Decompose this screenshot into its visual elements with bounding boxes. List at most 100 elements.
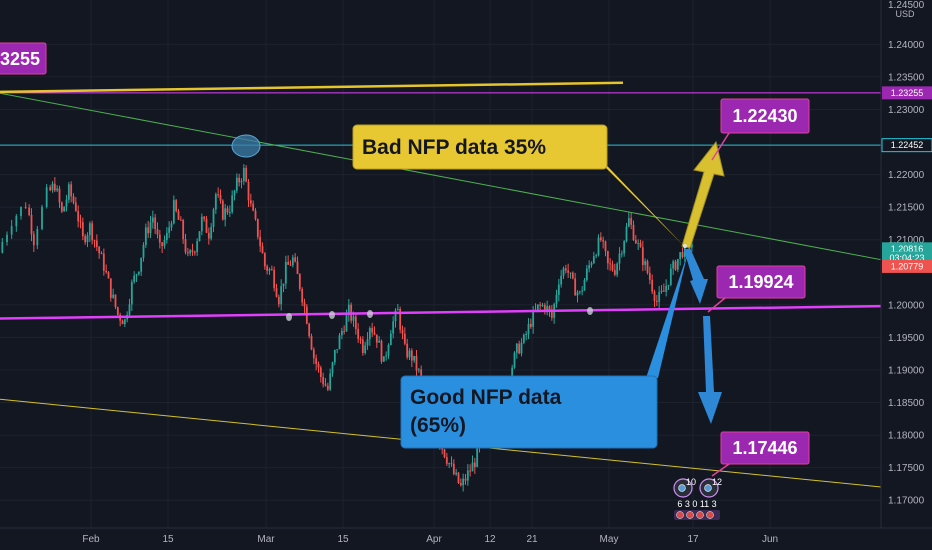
candle-body — [473, 462, 476, 467]
candle-body — [88, 223, 91, 236]
candle-body — [177, 211, 180, 220]
y-tick-label: 1.23500 — [888, 72, 925, 83]
bad-nfp-text: Bad NFP data 35% — [362, 136, 546, 159]
candle-body — [193, 251, 196, 253]
candle-body — [665, 285, 668, 292]
candle-body — [32, 234, 35, 246]
candle-body — [644, 261, 647, 265]
candle-body — [403, 333, 406, 344]
candle-body — [219, 195, 222, 201]
candle-body — [585, 268, 588, 281]
candle-body — [189, 250, 192, 254]
candle-body — [667, 284, 670, 286]
candle-body — [49, 187, 52, 191]
candle-body — [658, 292, 661, 302]
candle-body — [555, 294, 558, 304]
candle-body — [310, 336, 313, 350]
target-pointer — [711, 132, 730, 161]
candle-body — [532, 310, 535, 327]
candle-body — [634, 239, 637, 244]
target-pointer — [711, 463, 730, 477]
candle-body — [672, 261, 675, 269]
candle-body — [105, 270, 108, 273]
candle-body — [450, 463, 453, 465]
candle-body — [406, 343, 409, 358]
candle-body — [53, 183, 56, 191]
candle-body — [597, 237, 600, 256]
candle-body — [30, 214, 33, 235]
price-label-text: 1.22452 — [891, 140, 924, 150]
event-counts: 6 3 0 11 3 — [677, 499, 716, 509]
candle-body — [415, 355, 418, 371]
target-label-text: 1.17446 — [732, 438, 797, 458]
candle-body — [347, 304, 350, 315]
candle-body — [396, 308, 399, 311]
economic-events[interactable]: 10 12 6 3 0 11 3 — [673, 477, 722, 520]
y-tick-label: 1.24500 — [888, 0, 925, 11]
touch-dot — [587, 307, 593, 315]
candle-body — [79, 221, 82, 223]
candle-body — [632, 224, 635, 240]
left-partial-box — [0, 42, 47, 75]
candle-body — [58, 188, 61, 203]
target-box — [720, 431, 810, 465]
candle-body — [252, 203, 255, 211]
price-label-text: 1.20779 — [891, 261, 924, 271]
drawing-shapes — [231, 134, 725, 424]
candle-body — [140, 257, 143, 272]
touch-dot — [367, 310, 373, 318]
candle-body — [413, 355, 416, 361]
candle-body — [326, 385, 329, 390]
candle-body — [599, 237, 602, 241]
candle-body — [613, 270, 616, 275]
candle-body — [543, 304, 546, 311]
target-pointer — [707, 297, 726, 313]
candle-body — [263, 253, 266, 267]
candle-body — [569, 272, 572, 274]
candle-body — [93, 240, 96, 242]
candle-body — [221, 200, 224, 220]
y-tick-label: 1.18500 — [888, 398, 925, 409]
candle-body — [660, 290, 663, 293]
candle-body — [142, 244, 145, 258]
candle-body — [648, 272, 651, 280]
x-tick-label: Apr — [426, 534, 442, 545]
good-nfp-pointer — [646, 252, 688, 378]
candle-body — [651, 279, 654, 292]
candle-body — [277, 296, 280, 305]
candle-body — [116, 307, 119, 315]
candle-body — [163, 240, 166, 247]
price-label-box — [882, 259, 932, 273]
price-axis-ticks: 1.24000 1.23500 1.23000 1.22000 1.21500 1.210… — [888, 0, 925, 507]
candle-body — [639, 242, 642, 248]
candle-body — [198, 231, 201, 242]
candle-body — [324, 384, 327, 386]
candle-body — [298, 274, 301, 289]
price-label-text: 1.23255 — [891, 88, 924, 98]
candle-body — [445, 457, 448, 464]
candle-body — [291, 257, 294, 266]
candle-body — [690, 244, 693, 248]
candle-body — [578, 291, 581, 293]
event-flag-icon — [696, 511, 704, 519]
candle-body — [417, 369, 420, 371]
candle-body — [669, 268, 672, 285]
y-tick-label: 1.19000 — [888, 365, 925, 376]
candle-body — [557, 284, 560, 295]
candle-body — [655, 300, 658, 302]
time-axis[interactable] — [0, 528, 881, 550]
candle-body — [630, 218, 633, 225]
candle-body — [457, 472, 460, 484]
candle-body — [674, 261, 677, 270]
candle-body — [641, 247, 644, 265]
candle-body — [471, 462, 474, 472]
candle-body — [366, 339, 369, 346]
candle-body — [385, 355, 388, 357]
candle-body — [268, 269, 271, 271]
x-tick-label: 15 — [162, 534, 174, 545]
good-nfp-text-line1: Good NFP data — [410, 386, 562, 409]
candle-body — [539, 304, 542, 306]
candle-body — [364, 345, 367, 354]
candle-body — [394, 310, 397, 322]
